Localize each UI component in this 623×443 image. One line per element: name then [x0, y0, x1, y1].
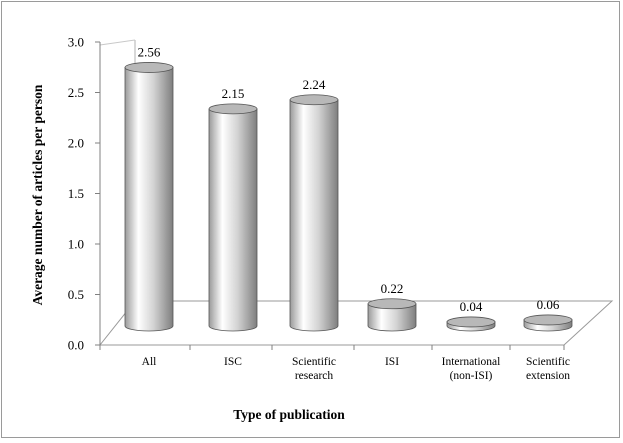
y-tick-label: 2.5: [68, 85, 84, 100]
x-tick-label: International (non-ISI): [442, 356, 501, 382]
data-label: 0.06: [537, 297, 560, 312]
x-axis-title: Type of publication: [233, 407, 345, 422]
bar-top: [446, 316, 496, 328]
data-label: 0.22: [381, 281, 404, 296]
data-label: 2.15: [222, 86, 245, 101]
x-tick-label: ISI: [385, 356, 399, 368]
bar-body: [367, 303, 417, 332]
data-label: 0.04: [460, 299, 483, 314]
bar-top: [208, 103, 258, 115]
y-tick-label: 0.0: [68, 338, 84, 353]
data-label: 2.56: [138, 44, 161, 59]
y-tick-label: 3.0: [68, 35, 84, 50]
bar-body: [208, 108, 258, 332]
chart-floor: [98, 39, 614, 346]
chart-axes: 0.0 0.5 1.0 1.5 2.0 2.5 3.0 Average number of a…: [30, 35, 570, 423]
bar: [367, 298, 417, 332]
y-axis-title: Average number of articles per person: [30, 84, 45, 305]
bars-group: [124, 62, 573, 332]
bar-body: [289, 99, 339, 332]
data-label: 2.24: [303, 77, 326, 92]
x-tick-label: All: [142, 356, 157, 368]
bar: [124, 62, 174, 332]
y-tick-label: 0.5: [68, 287, 84, 302]
bar-top: [289, 94, 339, 106]
labels-group: 2.56 2.15 2.24 0.22 0.04 0.06: [138, 44, 560, 314]
bar-body: [124, 67, 174, 332]
bar-top: [124, 62, 174, 73]
x-tick-label: Scientific extension: [526, 356, 570, 382]
bar: [446, 316, 496, 332]
bar: [523, 314, 573, 332]
y-tick-label: 1.5: [68, 186, 84, 201]
x-tick-label: ISC: [224, 356, 242, 368]
bar-top: [523, 314, 573, 326]
bar: [289, 94, 339, 332]
back-wall-top: [99, 39, 136, 46]
y-tick-label: 2.0: [68, 136, 84, 151]
y-tick-label: 1.0: [68, 237, 84, 252]
bar: [208, 103, 258, 332]
x-tick-label: Scientific research: [292, 356, 336, 382]
bar-top: [367, 298, 417, 310]
